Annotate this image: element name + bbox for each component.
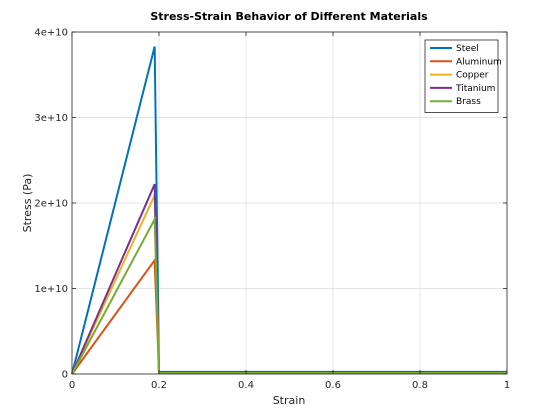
x-tick-label: 0 (69, 380, 75, 391)
x-tick-label: 1 (504, 380, 510, 391)
x-tick-label: 0.4 (238, 380, 254, 391)
y-axis-label: Stress (Pa) (21, 174, 34, 233)
y-tick-label: 0 (62, 370, 68, 381)
legend-label-steel: Steel (456, 44, 479, 54)
x-tick-label: 0.8 (412, 380, 428, 391)
y-tick-label: 4e+10 (34, 28, 68, 39)
chart-title: Stress-Strain Behavior of Different Mate… (150, 10, 428, 23)
legend-label-copper: Copper (456, 71, 489, 81)
x-axis-label: Strain (273, 394, 306, 407)
legend-label-aluminum: Aluminum (456, 57, 502, 67)
x-tick-label: 0.2 (151, 380, 167, 391)
series-line-brass (71, 215, 507, 375)
y-tick-label: 1e+10 (34, 284, 68, 295)
legend-label-titanium: Titanium (455, 84, 495, 94)
y-tick-label: 2e+10 (34, 199, 68, 210)
y-tick-label: 3e+10 (34, 113, 68, 124)
series-line-titanium (71, 183, 507, 375)
series-line-aluminum (71, 257, 507, 375)
legend: Steel Aluminum Copper Titanium Brass (424, 39, 502, 113)
legend-label-brass: Brass (456, 97, 481, 107)
tick-layer: 0 0.2 0.4 0.6 0.8 1 0 1e+10 2e+10 3e+10 4e+10 (34, 28, 510, 392)
x-tick-label: 0.6 (325, 380, 341, 391)
